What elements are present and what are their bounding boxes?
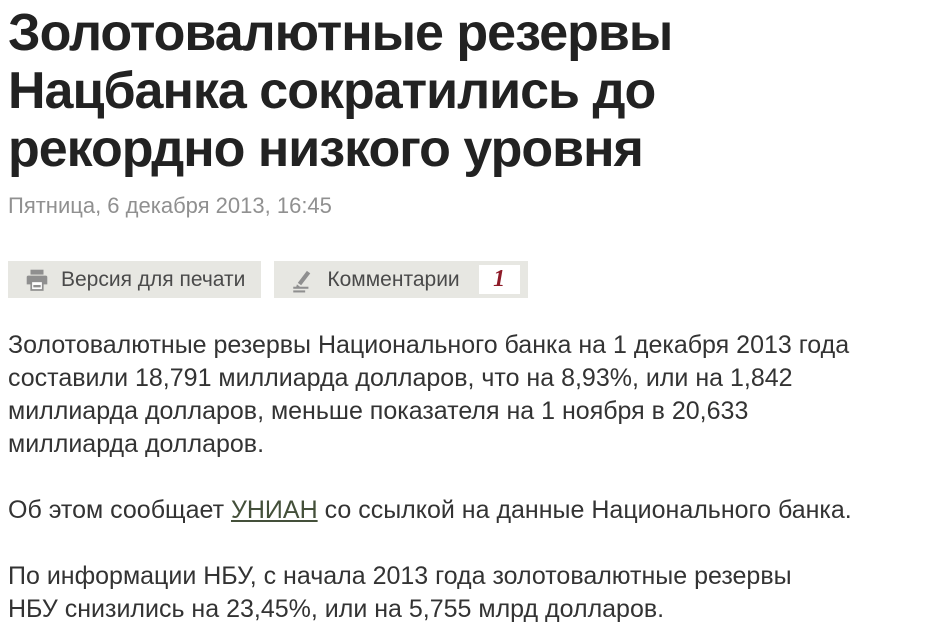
paragraph-2-text-after: со ссылкой на данные Национального банка… (317, 496, 852, 524)
printer-icon (24, 267, 50, 293)
article-date: Пятница, 6 декабря 2013, 16:45 (8, 193, 332, 218)
unian-link[interactable]: УНИАН (230, 496, 318, 524)
print-version-button[interactable]: Версия для печати (8, 261, 262, 298)
comments-count: 1 (493, 266, 506, 292)
paragraph-2: Об этом сообщает УНИАН со ссылкой на дан… (8, 494, 938, 527)
article-page: { "article": { "title": "Золотовалютные … (0, 4, 946, 625)
print-version-label: Версия для печати (61, 267, 246, 291)
paragraph-3: По информации НБУ, с начала 2013 года зо… (8, 562, 792, 623)
article: Золотовалютные резервы Нацбанка сократил… (8, 4, 938, 626)
pencil-icon (290, 267, 316, 293)
article-title: Золотовалютные резервы Нацбанка сократил… (8, 4, 673, 178)
paragraph-2-text-before: Об этом сообщает (8, 496, 231, 524)
paragraph-1: Золотовалютные резервы Национального бан… (8, 331, 850, 458)
comments-label: Комментарии (327, 267, 460, 291)
comments-count-badge: 1 (478, 265, 520, 294)
toolbar: Версия для печати Комментарии 1 (8, 261, 938, 298)
article-body: Золотовалютные резервы Национального бан… (8, 329, 938, 626)
comments-button[interactable]: Комментарии 1 (274, 261, 528, 298)
